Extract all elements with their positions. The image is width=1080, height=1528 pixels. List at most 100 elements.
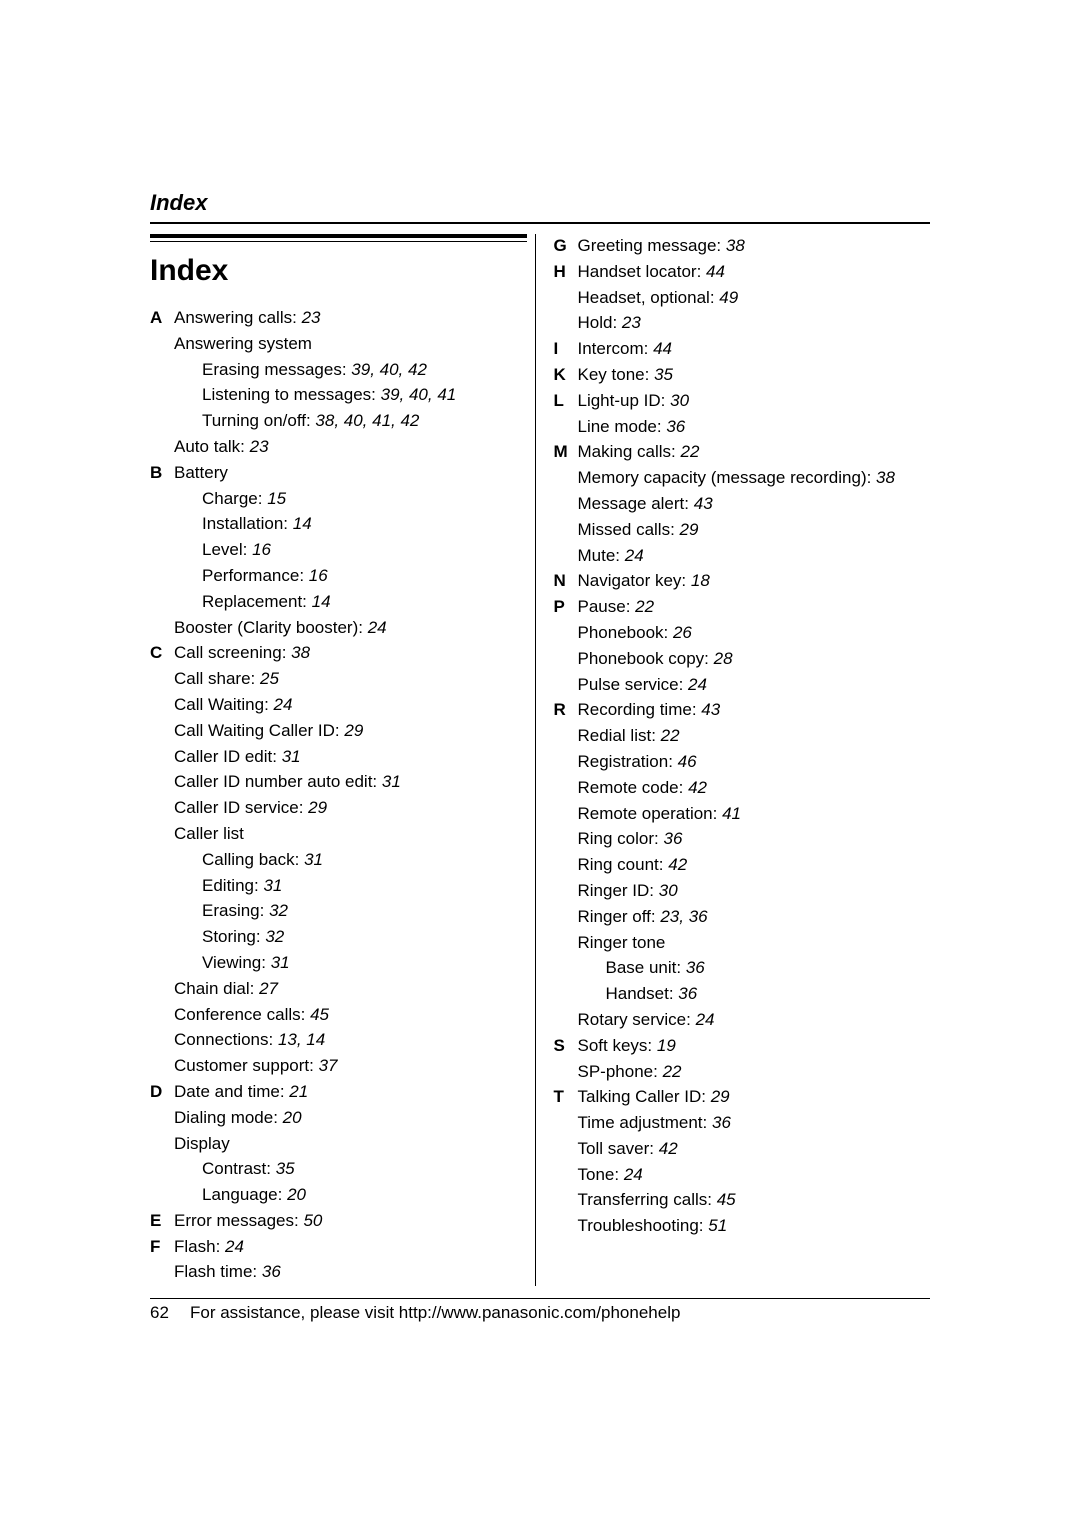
index-text: Missed calls: 29 [578,518,931,542]
index-entry: Tone: 24 [554,1163,931,1187]
index-label: Chain dial: [174,979,259,998]
index-text: Memory capacity (message recording): 38 [578,466,931,490]
index-page-ref: 38 [291,643,310,662]
index-letter-spacer [150,1003,174,1027]
index-text: Phonebook copy: 28 [578,647,931,671]
index-letter-spacer [554,647,578,671]
index-label: Answering system [174,334,312,353]
index-text: Flash: 24 [174,1235,527,1259]
index-entry: Hold: 23 [554,311,931,335]
index-text: Handset locator: 44 [578,260,931,284]
index-entry: Mute: 24 [554,544,931,568]
index-page-ref: 24 [625,546,644,565]
index-entry: Base unit: 36 [554,956,931,980]
index-text: Storing: 32 [174,925,527,949]
index-page-ref: 22 [680,442,699,461]
index-text: Performance: 16 [174,564,527,588]
index-entry: Troubleshooting: 51 [554,1214,931,1238]
index-text: Turning on/off: 38, 40, 41, 42 [174,409,527,433]
index-entry: Installation: 14 [150,512,527,536]
index-text: Time adjustment: 36 [578,1111,931,1135]
index-page-ref: 29 [344,721,363,740]
index-columns: Index AAnswering calls: 23Answering syst… [150,234,930,1286]
index-label: Line mode: [578,417,667,436]
index-label: Mute: [578,546,625,565]
index-entry: HHandset locator: 44 [554,260,931,284]
index-text: Contrast: 35 [174,1157,527,1181]
index-letter-spacer [554,1214,578,1238]
index-entry: LLight-up ID: 30 [554,389,931,413]
index-text: Troubleshooting: 51 [578,1214,931,1238]
index-page-ref: 31 [382,772,401,791]
index-text: Caller ID number auto edit: 31 [174,770,527,794]
index-letter-spacer [150,383,174,407]
index-text: Connections: 13, 14 [174,1028,527,1052]
index-entry: RRecording time: 43 [554,698,931,722]
index-letter-spacer [554,982,578,1006]
index-label: Listening to messages: [202,385,381,404]
index-label: Battery [174,463,228,482]
index-letter-spacer [150,332,174,356]
index-text: Auto talk: 23 [174,435,527,459]
index-text: Base unit: 36 [578,956,931,980]
index-entry: Ringer tone [554,931,931,955]
index-letter-spacer [554,802,578,826]
left-column: Index AAnswering calls: 23Answering syst… [150,234,536,1286]
index-entry: Erasing: 32 [150,899,527,923]
index-label: Headset, optional: [578,288,720,307]
index-text: Soft keys: 19 [578,1034,931,1058]
index-entry: Chain dial: 27 [150,977,527,1001]
index-page-ref: 31 [263,876,282,895]
index-entry: Caller ID service: 29 [150,796,527,820]
index-text: Conference calls: 45 [174,1003,527,1027]
index-label: Remote operation: [578,804,723,823]
index-entry: Storing: 32 [150,925,527,949]
index-page-ref: 30 [670,391,689,410]
index-letter-spacer [150,512,174,536]
index-entry: Display [150,1132,527,1156]
index-entry: IIntercom: 44 [554,337,931,361]
index-label: Date and time: [174,1082,289,1101]
index-entry: Language: 20 [150,1183,527,1207]
index-text: Calling back: 31 [174,848,527,872]
index-text: Line mode: 36 [578,415,931,439]
index-label: Call share: [174,669,260,688]
index-page-ref: 24 [624,1165,643,1184]
index-page-ref: 13, 14 [278,1030,325,1049]
index-page-ref: 14 [312,592,331,611]
index-entry: Calling back: 31 [150,848,527,872]
index-label: Ring color: [578,829,664,848]
index-label: Calling back: [202,850,304,869]
index-label: Remote code: [578,778,689,797]
index-page-ref: 23, 36 [660,907,707,926]
index-entry: Toll saver: 42 [554,1137,931,1161]
index-letter-spacer [150,538,174,562]
right-column: GGreeting message: 38HHandset locator: 4… [554,234,931,1286]
index-entry: PPause: 22 [554,595,931,619]
index-letter-spacer [554,1008,578,1032]
index-text: Tone: 24 [578,1163,931,1187]
index-letter-spacer [150,822,174,846]
index-entry: SSoft keys: 19 [554,1034,931,1058]
index-entry: Replacement: 14 [150,590,527,614]
index-letter-spacer [554,905,578,929]
index-page-ref: 31 [271,953,290,972]
index-page-ref: 36 [262,1262,281,1281]
index-letter-spacer [554,518,578,542]
index-page-ref: 24 [368,618,387,637]
index-text: Key tone: 35 [578,363,931,387]
index-label: Call Waiting Caller ID: [174,721,344,740]
index-label: Phonebook: [578,623,673,642]
index-label: Turning on/off: [202,411,315,430]
index-text: Display [174,1132,527,1156]
index-letter-spacer [554,879,578,903]
index-entry: Call Waiting Caller ID: 29 [150,719,527,743]
index-text: Intercom: 44 [578,337,931,361]
index-letter-spacer [150,1183,174,1207]
index-label: Soft keys: [578,1036,657,1055]
index-letter-spacer [554,1111,578,1135]
index-page-ref: 14 [293,514,312,533]
right-list: GGreeting message: 38HHandset locator: 4… [554,234,931,1238]
index-letter-spacer [150,745,174,769]
index-text: Mute: 24 [578,544,931,568]
